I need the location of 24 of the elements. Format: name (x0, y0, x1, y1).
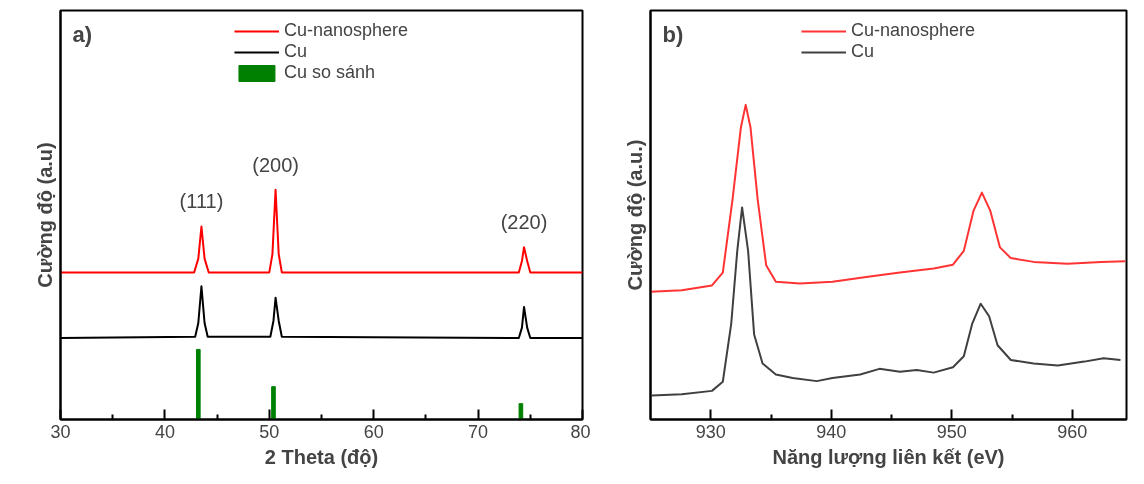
annotation: (111) (179, 190, 224, 213)
x-tick-label: 40 (154, 421, 175, 442)
x-tick-label: 960 (1057, 421, 1088, 442)
legend-label: Cu (283, 41, 307, 62)
x-tick-label: 930 (695, 421, 726, 442)
y-axis-title: Cường độ (a.u) (33, 142, 56, 288)
legend-label: Cu-nanosphere (283, 20, 409, 41)
x-tick-label: 60 (363, 421, 384, 442)
x-tick-label: 80 (570, 421, 591, 442)
x-tick-label: 940 (816, 421, 847, 442)
annotation: (200) (252, 153, 299, 176)
legend-label: Cu so sánh (283, 62, 376, 83)
legend-label: Cu (850, 41, 874, 62)
annotation: (220) (500, 211, 548, 234)
x-tick-label: 950 (936, 421, 967, 442)
y-axis-title: Cường độ (a.u.) (623, 139, 646, 291)
text: b) (662, 21, 684, 47)
x-tick-label: 30 (50, 421, 71, 442)
x-axis-title: 2 Theta (độ) (264, 445, 379, 468)
x-tick-label: 70 (468, 421, 489, 442)
x-axis-title: Năng lượng liên kết (eV) (772, 445, 1005, 468)
text: a) (72, 21, 93, 47)
x-tick-label: 50 (259, 421, 280, 442)
legend-label: Cu-nanosphere (850, 20, 976, 41)
